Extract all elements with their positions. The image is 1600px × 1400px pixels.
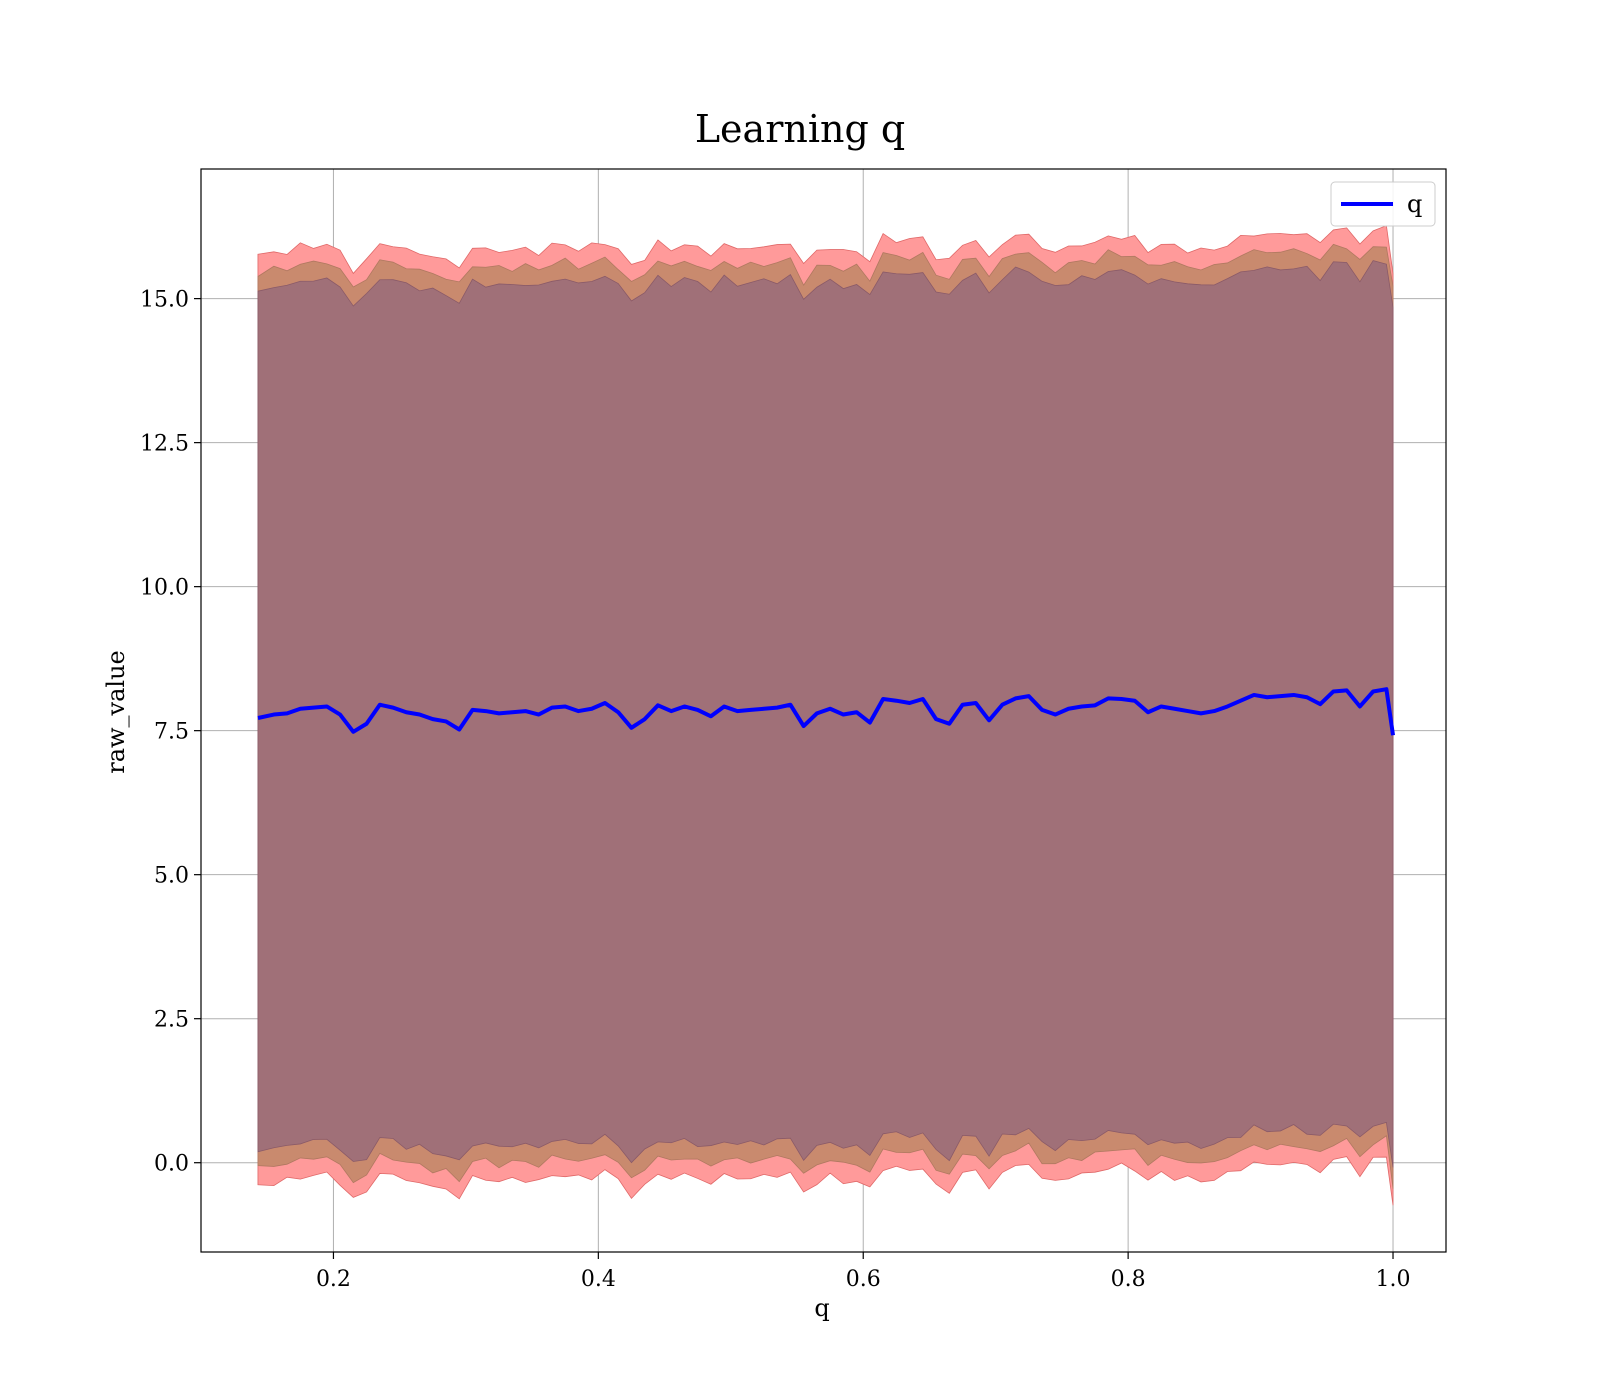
y-tick-label: 2.5 [154,1008,189,1033]
y-axis: 0.0 2.5 5.0 7.5 10.0 12.5 15.0 [140,288,201,1177]
y-tick-label: 10.0 [140,576,189,601]
series-line-q [257,687,1395,736]
x-tick-label: 1.0 [1376,1267,1411,1292]
confidence-bands [257,225,1394,1206]
x-tick-label: 0.6 [846,1267,881,1292]
x-axis: 0.2 0.4 0.6 0.8 1.0 [316,1252,1411,1292]
legend: q [1330,181,1436,227]
y-tick-label: 7.5 [154,720,189,745]
x-tick-label: 0.8 [1111,1267,1146,1292]
plot-area: 0.2 0.4 0.6 0.8 1.0 0.0 2.5 5.0 7.5 10.0 12.5 15.0 q [140,168,1447,1292]
x-axis-label: q [814,1294,829,1322]
y-tick-label: 12.5 [140,432,189,457]
y-axis-label: raw_value [102,650,130,774]
y-tick-label: 15.0 [140,288,189,313]
chart-title: Learning q [695,107,905,151]
legend-label: q [1407,190,1422,218]
x-tick-label: 0.2 [316,1267,351,1292]
y-tick-label: 0.0 [154,1152,189,1177]
core-band [257,260,1394,1168]
axes-frame [200,168,1447,1253]
x-tick-label: 0.4 [581,1267,616,1292]
y-tick-label: 5.0 [154,864,189,889]
